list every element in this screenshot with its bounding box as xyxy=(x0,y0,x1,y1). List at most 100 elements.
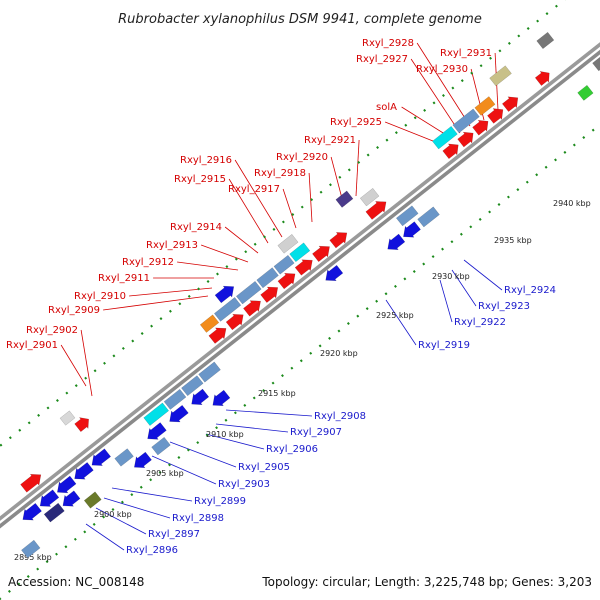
forward-gene-label: Rxyl_2910 xyxy=(74,291,126,302)
tick-rail-1 xyxy=(0,0,567,448)
gene-feature-50 xyxy=(169,404,189,423)
tick-label: 2905 kbp xyxy=(146,469,184,478)
rev-leader-line xyxy=(85,523,125,551)
gene-feature-30 xyxy=(277,233,299,254)
gene-feature-48 xyxy=(114,448,134,467)
gene-feature-47 xyxy=(62,490,81,507)
gene-feature-12 xyxy=(457,131,474,148)
tick-label: 2895 kbp xyxy=(14,553,52,562)
gene-feature-42 xyxy=(198,361,221,383)
forward-gene-label: solA xyxy=(376,102,397,113)
gene-feature-2 xyxy=(208,327,227,344)
forward-gene-label: Rxyl_2916 xyxy=(180,155,232,166)
gene-feature-54 xyxy=(417,206,440,228)
rev-leader-line xyxy=(169,441,237,468)
reverse-gene-label: Rxyl_2903 xyxy=(218,479,270,490)
gene-feature-58 xyxy=(134,451,152,468)
forward-gene-label: Rxyl_2915 xyxy=(174,174,226,185)
reverse-gene-label: Rxyl_2899 xyxy=(194,496,246,507)
gene-labels: Rxyl_2901 Rxyl_2902 Rxyl_2909 Rxyl_2910 Rxyl… xyxy=(6,38,556,556)
rev-leader-line xyxy=(111,487,193,502)
gene-feature-4 xyxy=(243,300,261,317)
gene-feature-29 xyxy=(214,285,235,304)
reverse-gene-label: Rxyl_2924 xyxy=(504,285,556,296)
forward-gene-label: Rxyl_2925 xyxy=(330,117,382,128)
forward-gene-label: Rxyl_2902 xyxy=(26,325,78,336)
rev-leader-line xyxy=(385,299,417,346)
gene-feature-1 xyxy=(20,473,42,493)
reverse-gene-label: Rxyl_2908 xyxy=(314,411,366,422)
forward-gene-label: Rxyl_2909 xyxy=(48,305,100,316)
gene-feature-43 xyxy=(325,264,344,282)
gene-feature-53 xyxy=(403,221,421,238)
rev-leader-line xyxy=(205,433,265,450)
gene-feature-32 xyxy=(489,65,512,87)
gene-feature-27 xyxy=(474,96,496,116)
gene-feature-24 xyxy=(359,187,380,207)
fwd-leader-line xyxy=(416,42,471,127)
tick-label: 2935 kbp xyxy=(494,236,532,245)
gene-feature-41 xyxy=(181,375,204,397)
fwd-leader-line xyxy=(384,121,439,144)
rev-leader-line xyxy=(225,409,313,417)
reverse-gene-label: Rxyl_2906 xyxy=(266,444,318,455)
fwd-leader-line xyxy=(177,261,239,271)
gene-feature-15 xyxy=(501,96,519,112)
fwd-leader-line xyxy=(228,178,269,244)
forward-gene-label: Rxyl_2912 xyxy=(122,257,174,268)
gene-feature-49 xyxy=(147,422,167,440)
tick-label: 2915 kbp xyxy=(258,389,296,398)
fwd-leader-line xyxy=(282,188,297,229)
fwd-leader-line xyxy=(224,226,259,254)
gene-feature-56 xyxy=(21,539,41,559)
gene-feature-52 xyxy=(387,233,406,250)
rev-leader-line xyxy=(451,269,477,307)
gene-feature-9 xyxy=(329,232,348,249)
reverse-gene-label: Rxyl_2919 xyxy=(418,340,470,351)
gene-feature-21 xyxy=(256,267,279,289)
reverse-gene-label: Rxyl_2922 xyxy=(454,317,506,328)
accession-text: Accession: NC_008148 xyxy=(8,575,144,589)
reverse-gene-label: Rxyl_2897 xyxy=(148,529,200,540)
map-title: Rubrobacter xylanophilus DSM 9941, compl… xyxy=(118,12,482,27)
gene-feature-59 xyxy=(151,436,171,456)
gene-feature-3 xyxy=(225,314,244,331)
gene-feature-33 xyxy=(536,31,555,50)
forward-gene-label: Rxyl_2918 xyxy=(254,168,306,179)
rev-leader-line xyxy=(215,423,289,433)
gene-feature-16 xyxy=(534,71,550,86)
gene-feature-39 xyxy=(143,402,170,426)
reverse-gene-label: Rxyl_2907 xyxy=(290,427,342,438)
gene-feature-23 xyxy=(289,242,311,263)
forward-gene-label: Rxyl_2901 xyxy=(6,340,58,351)
fwd-leader-line xyxy=(200,244,249,263)
reverse-gene-label: Rxyl_2896 xyxy=(126,545,178,556)
gene-feature-51 xyxy=(191,388,210,405)
tick-label: 2900 kbp xyxy=(94,510,132,519)
gene-feature-19 xyxy=(213,297,242,322)
backbone-strand-1 xyxy=(0,42,600,521)
gene-feature-10 xyxy=(365,201,387,220)
fwd-leader-line xyxy=(60,344,87,387)
gene-feature-35 xyxy=(39,489,60,507)
genome-summary-text: Topology: circular; Length: 3,225,748 bp… xyxy=(261,575,592,589)
rev-leader-line xyxy=(151,455,217,485)
fwd-leader-line xyxy=(308,172,313,223)
gene-feature-14 xyxy=(487,108,504,124)
gene-feature-18 xyxy=(199,314,220,333)
forward-gene-label: Rxyl_2928 xyxy=(362,38,414,49)
gene-features xyxy=(20,31,600,559)
fwd-leader-line xyxy=(355,139,360,197)
tick-label: 2910 kbp xyxy=(206,430,244,439)
gene-feature-44 xyxy=(395,205,419,227)
forward-gene-label: Rxyl_2921 xyxy=(304,135,356,146)
fwd-leader-line xyxy=(80,329,93,397)
forward-gene-label: Rxyl_2911 xyxy=(98,273,150,284)
gene-feature-28 xyxy=(59,410,76,426)
gene-feature-57 xyxy=(83,491,102,509)
gene-feature-34 xyxy=(22,502,42,521)
forward-gene-label: Rxyl_2914 xyxy=(170,222,222,233)
genome-backbone xyxy=(0,42,600,529)
gene-feature-25 xyxy=(432,125,458,150)
